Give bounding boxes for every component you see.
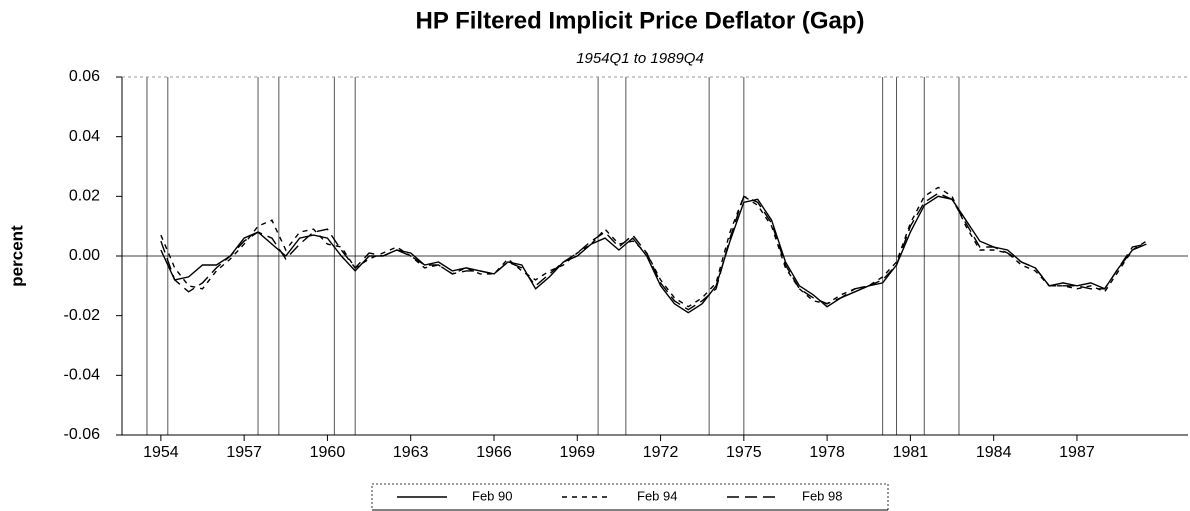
x-tick-label: 1984 [976,444,1012,461]
y-tick-label: 0.02 [69,188,100,205]
x-tick-label: 1981 [893,444,929,461]
x-tick-label: 1954 [143,444,179,461]
x-tick-label: 1969 [559,444,595,461]
legend-label: Feb 98 [802,488,842,503]
y-tick-label: -0.02 [64,307,101,324]
y-tick-label: 0.04 [69,128,100,145]
legend-label: Feb 94 [637,488,677,503]
x-tick-label: 1978 [809,444,845,461]
chart-subtitle: 1954Q1 to 1989Q4 [576,50,704,67]
y-tick-label: 0.00 [69,247,100,264]
series-line [160,195,1147,314]
y-axis-label: percent [7,225,26,287]
y-tick-label: -0.06 [64,426,101,443]
legend-label: Feb 90 [472,488,512,503]
x-tick-label: 1972 [643,444,679,461]
series-line [160,192,1147,311]
y-tick-label: 0.06 [69,68,100,85]
x-tick-label: 1966 [476,444,512,461]
series-line [160,186,1147,308]
x-tick-label: 1975 [726,444,762,461]
y-tick-label: -0.04 [64,367,101,384]
x-tick-label: 1963 [393,444,429,461]
legend-box [371,483,889,511]
x-tick-label: 1960 [310,444,346,461]
x-tick-label: 1987 [1059,444,1095,461]
x-tick-label: 1957 [226,444,262,461]
chart-title: HP Filtered Implicit Price Deflator (Gap… [416,7,865,34]
